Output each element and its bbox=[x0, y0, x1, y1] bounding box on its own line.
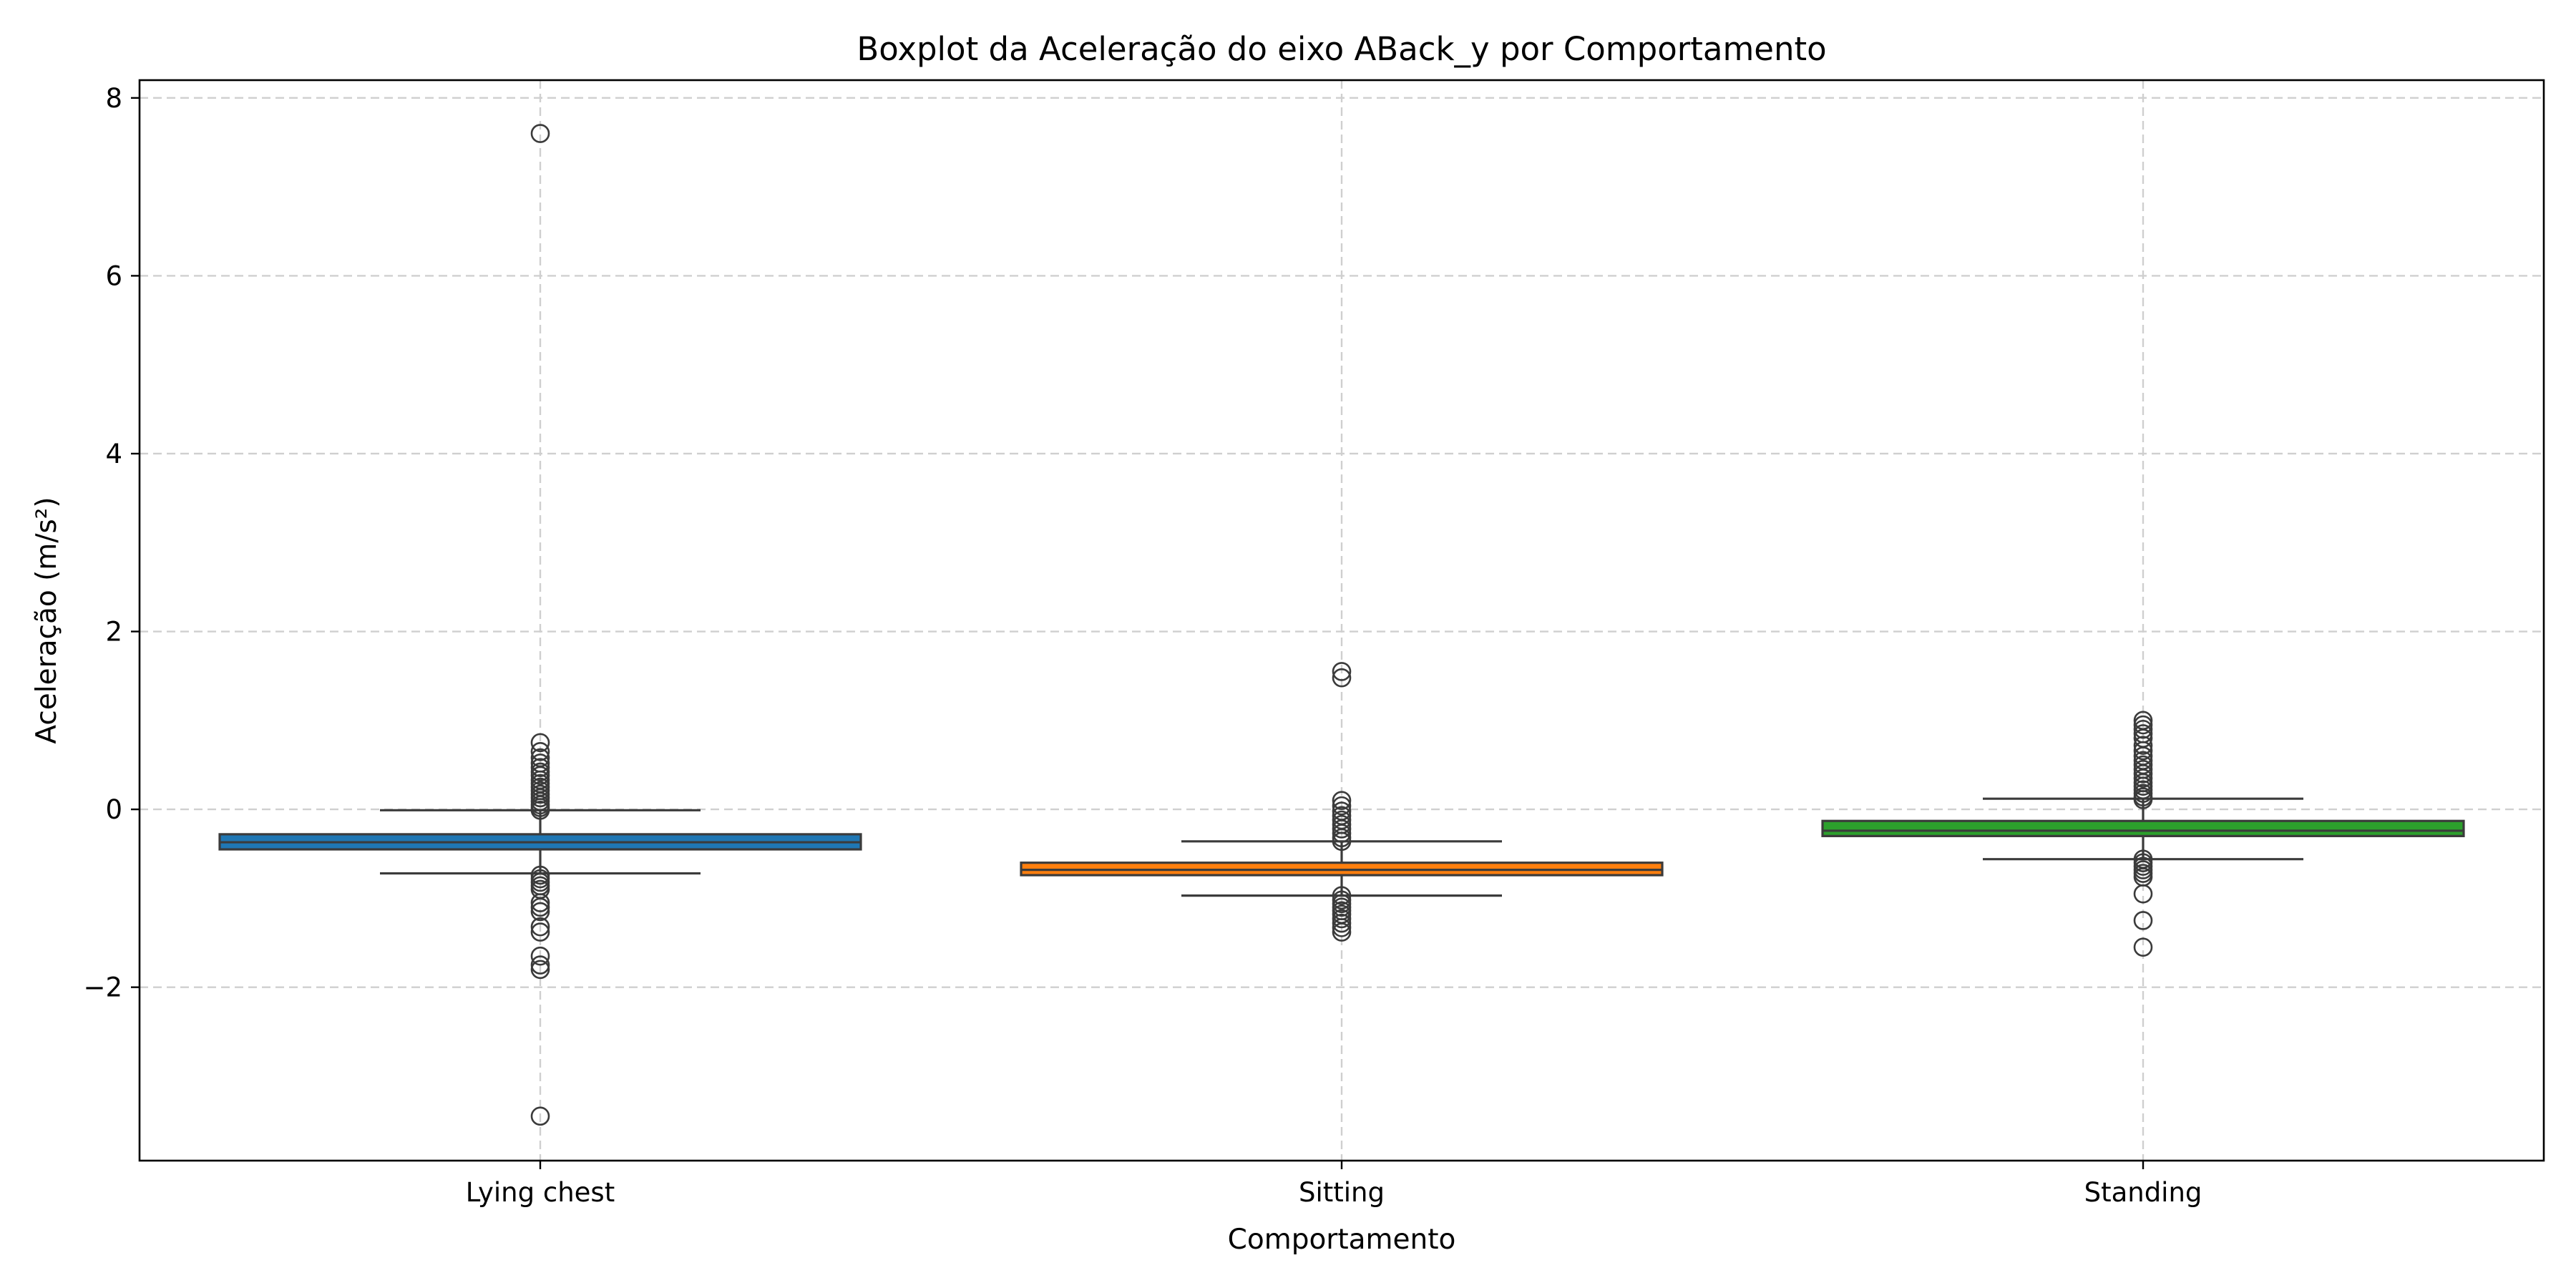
y-tick-label: 8 bbox=[105, 83, 122, 114]
outlier-point bbox=[530, 922, 550, 942]
outlier-point bbox=[530, 917, 550, 937]
outlier-point bbox=[1332, 922, 1352, 942]
outlier-point bbox=[530, 955, 550, 975]
outlier-point bbox=[530, 758, 550, 777]
outlier-point bbox=[1332, 662, 1352, 681]
outlier-point bbox=[2133, 790, 2153, 809]
outlier-point bbox=[530, 960, 550, 980]
plot-frame bbox=[138, 79, 2545, 1162]
outlier-point bbox=[530, 893, 550, 912]
box-group-lying-chest bbox=[218, 124, 862, 1126]
outlier-point bbox=[2133, 764, 2153, 784]
box-group-standing bbox=[1821, 711, 2465, 957]
outlier-point bbox=[1332, 824, 1352, 843]
outlier-point bbox=[2133, 769, 2153, 788]
outlier-point bbox=[2133, 741, 2153, 761]
outlier-point bbox=[530, 902, 550, 922]
y-axis-label: Aceleração (m/s²) bbox=[31, 497, 63, 743]
outlier-point bbox=[2133, 937, 2153, 957]
y-tick-label: 0 bbox=[105, 794, 122, 825]
outlier-point bbox=[1332, 791, 1352, 810]
x-axis-label: Comportamento bbox=[1228, 1224, 1456, 1256]
outlier-point bbox=[1332, 796, 1352, 816]
outlier-point bbox=[2133, 911, 2153, 930]
outlier-point bbox=[530, 897, 550, 917]
outlier-point bbox=[2133, 736, 2153, 755]
outlier-point bbox=[1332, 668, 1352, 688]
x-tick-label: Standing bbox=[2084, 1177, 2202, 1208]
outlier-point bbox=[2133, 715, 2153, 735]
outlier-point bbox=[1332, 909, 1352, 929]
x-tick-label: Sitting bbox=[1299, 1177, 1385, 1208]
outlier-point bbox=[530, 766, 550, 786]
outlier-point bbox=[2133, 884, 2153, 904]
chart-title: Boxplot da Aceleração do eixo ABack_y po… bbox=[857, 30, 1826, 68]
outlier-point bbox=[1332, 918, 1352, 937]
box bbox=[1821, 819, 2465, 837]
outlier-point bbox=[1332, 819, 1352, 839]
y-tick-label: −2 bbox=[83, 972, 122, 1003]
axes: −2 0 2 4 6 8 Lying chest Sitting Standing bbox=[83, 83, 2202, 1208]
y-tick-label: 6 bbox=[105, 260, 122, 291]
outlier-point bbox=[1332, 886, 1352, 905]
outlier-point bbox=[530, 733, 550, 753]
outlier-point bbox=[530, 742, 550, 761]
outlier-point bbox=[1332, 913, 1352, 933]
y-tick-label: 4 bbox=[105, 439, 122, 469]
outlier-point bbox=[530, 1106, 550, 1126]
outlier-point bbox=[2133, 719, 2153, 739]
outlier-point bbox=[530, 946, 550, 966]
outlier-point bbox=[530, 124, 550, 143]
boxes bbox=[218, 124, 2465, 1126]
box-group-sitting bbox=[1020, 662, 1664, 942]
x-tick-label: Lying chest bbox=[466, 1177, 615, 1208]
outlier-point bbox=[1332, 831, 1352, 852]
y-tick-label: 2 bbox=[105, 617, 122, 648]
outlier-point bbox=[530, 801, 550, 820]
